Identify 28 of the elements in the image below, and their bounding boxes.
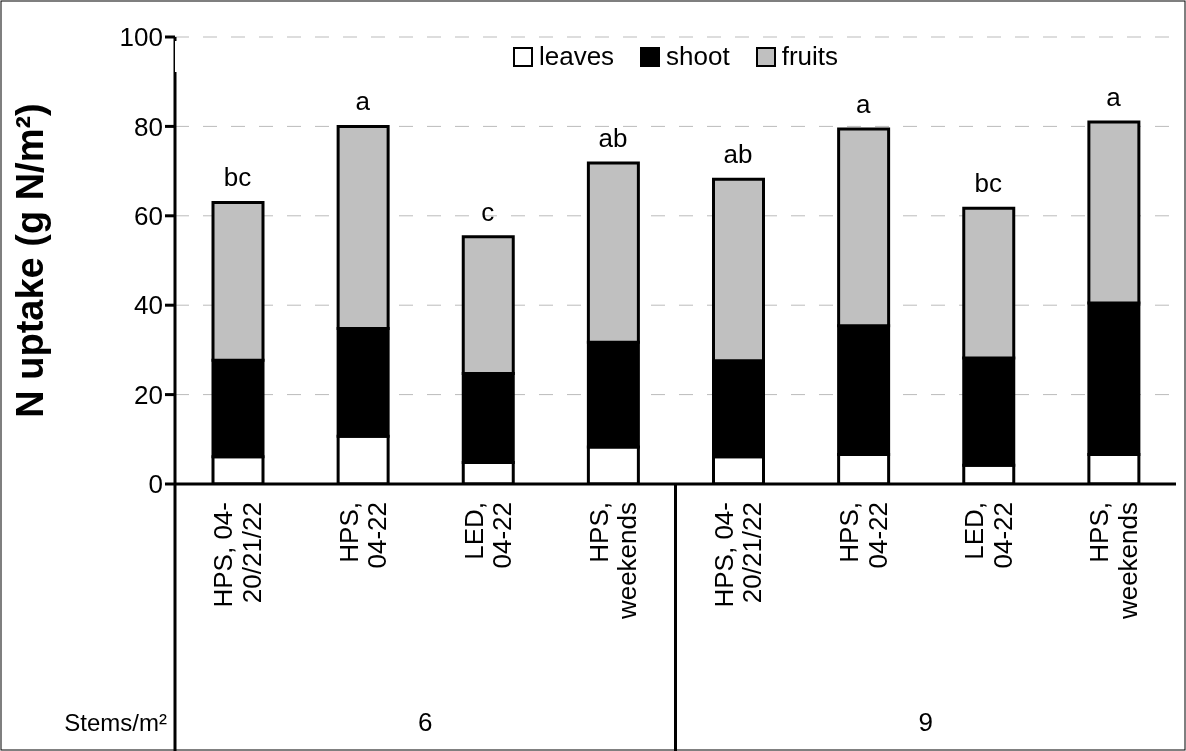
annotation: bc bbox=[974, 168, 1003, 199]
x-tick-label: HPS, 04-22 bbox=[333, 502, 393, 569]
annotation: a bbox=[1106, 81, 1122, 112]
y-tick-label: 80 bbox=[134, 111, 163, 142]
text: Stems/m² bbox=[64, 709, 167, 736]
y-tick-label: 40 bbox=[134, 290, 163, 321]
x-tick-label: HPS, weekends bbox=[583, 502, 643, 621]
y-tick-label: 20 bbox=[134, 379, 163, 410]
annotation: c bbox=[481, 196, 495, 227]
y-tick-label: 0 bbox=[148, 469, 163, 500]
x-tick-label: HPS, 04-20/21/22 bbox=[208, 502, 267, 608]
x-tick-label: HPS, weekends bbox=[1084, 502, 1143, 621]
y-tick-label: 100 bbox=[119, 22, 163, 53]
text: 6 bbox=[418, 707, 433, 737]
y-tick-label: 60 bbox=[134, 201, 163, 232]
annotation: ab bbox=[723, 139, 753, 170]
x-tick-label: HPS, 04-22 bbox=[833, 502, 893, 569]
annotation: a bbox=[855, 89, 871, 120]
annotation: bc bbox=[223, 162, 252, 193]
annotation: a bbox=[355, 86, 371, 117]
x-tick-label: LED, 04-22 bbox=[959, 502, 1018, 569]
legend-label: fruits bbox=[780, 41, 839, 72]
legend-label: shoot bbox=[665, 41, 730, 72]
y-axis-title: N uptake (g N/m²) bbox=[9, 103, 52, 418]
annotation: ab bbox=[598, 123, 628, 154]
x-tick-label: LED, 04-22 bbox=[458, 502, 518, 569]
legend-label: leaves bbox=[537, 41, 615, 72]
text: 9 bbox=[918, 707, 933, 737]
